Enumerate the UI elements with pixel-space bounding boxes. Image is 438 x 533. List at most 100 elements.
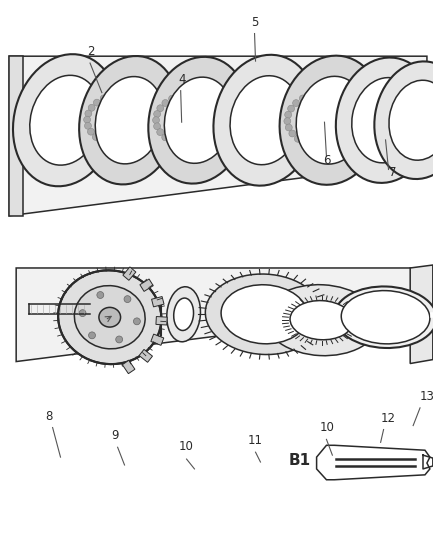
Circle shape (310, 143, 317, 150)
Circle shape (195, 89, 202, 96)
Ellipse shape (167, 287, 201, 342)
Circle shape (85, 110, 92, 117)
Circle shape (236, 111, 243, 118)
Circle shape (317, 89, 324, 96)
Circle shape (302, 140, 308, 147)
Text: 2: 2 (87, 45, 95, 58)
Circle shape (92, 133, 99, 140)
Circle shape (84, 116, 91, 123)
Circle shape (221, 139, 228, 145)
Circle shape (348, 142, 355, 149)
Circle shape (99, 138, 106, 145)
Circle shape (152, 139, 159, 146)
Circle shape (371, 122, 378, 129)
Text: 8: 8 (46, 410, 53, 423)
Circle shape (237, 117, 244, 124)
Circle shape (293, 100, 300, 107)
Circle shape (204, 143, 211, 150)
Circle shape (154, 110, 161, 117)
Ellipse shape (148, 57, 248, 183)
Circle shape (144, 142, 151, 149)
Ellipse shape (341, 290, 430, 344)
Ellipse shape (221, 285, 308, 344)
Circle shape (233, 105, 240, 112)
Circle shape (185, 143, 192, 150)
Circle shape (157, 105, 164, 111)
Circle shape (205, 90, 212, 97)
Ellipse shape (389, 80, 438, 160)
Circle shape (167, 111, 174, 118)
Circle shape (228, 134, 235, 141)
Bar (123, 267, 136, 280)
Bar (122, 360, 135, 374)
Circle shape (177, 142, 184, 149)
Circle shape (162, 134, 169, 141)
Ellipse shape (265, 285, 378, 356)
Circle shape (79, 310, 86, 317)
Circle shape (228, 100, 235, 107)
Circle shape (157, 128, 164, 135)
Ellipse shape (205, 274, 323, 354)
Circle shape (107, 141, 114, 148)
Ellipse shape (230, 76, 301, 165)
Ellipse shape (13, 54, 118, 186)
Circle shape (169, 95, 176, 102)
Ellipse shape (290, 301, 353, 340)
Ellipse shape (374, 61, 438, 179)
Circle shape (177, 92, 184, 99)
Text: 4: 4 (179, 73, 186, 86)
Ellipse shape (213, 55, 317, 185)
Ellipse shape (334, 286, 437, 348)
Text: 10: 10 (320, 422, 335, 434)
Circle shape (213, 92, 220, 99)
Circle shape (346, 91, 353, 98)
Circle shape (284, 118, 291, 125)
Text: 7: 7 (389, 166, 396, 180)
Circle shape (154, 123, 161, 130)
Text: 9: 9 (112, 430, 119, 442)
Circle shape (136, 90, 143, 97)
Ellipse shape (352, 78, 419, 163)
Circle shape (159, 134, 166, 141)
Polygon shape (9, 56, 427, 216)
Circle shape (363, 134, 370, 141)
Ellipse shape (79, 56, 180, 184)
Bar (139, 350, 152, 362)
Ellipse shape (99, 308, 120, 327)
Text: 13: 13 (420, 390, 435, 403)
Circle shape (367, 103, 374, 110)
Circle shape (88, 104, 95, 111)
Bar (156, 317, 167, 325)
Circle shape (164, 129, 171, 136)
Circle shape (93, 99, 100, 106)
Circle shape (169, 138, 175, 145)
Circle shape (354, 94, 361, 101)
Circle shape (299, 95, 306, 102)
Circle shape (195, 144, 202, 151)
Ellipse shape (174, 298, 194, 330)
Circle shape (236, 123, 243, 130)
Circle shape (294, 135, 301, 142)
Circle shape (134, 318, 140, 325)
Circle shape (97, 292, 104, 298)
Circle shape (100, 95, 107, 102)
Circle shape (168, 117, 175, 124)
Polygon shape (16, 268, 420, 361)
Circle shape (339, 144, 346, 151)
Ellipse shape (74, 286, 145, 349)
Circle shape (88, 128, 94, 135)
Circle shape (124, 296, 131, 303)
Ellipse shape (164, 77, 233, 163)
Text: 11: 11 (247, 434, 263, 447)
Circle shape (127, 89, 134, 96)
Text: 12: 12 (381, 411, 396, 425)
Circle shape (108, 92, 115, 99)
Circle shape (213, 142, 220, 149)
Circle shape (145, 92, 152, 99)
Circle shape (186, 90, 193, 97)
Circle shape (285, 124, 292, 131)
Circle shape (288, 105, 294, 112)
Polygon shape (9, 56, 23, 216)
Bar (140, 279, 153, 292)
Circle shape (233, 129, 240, 136)
